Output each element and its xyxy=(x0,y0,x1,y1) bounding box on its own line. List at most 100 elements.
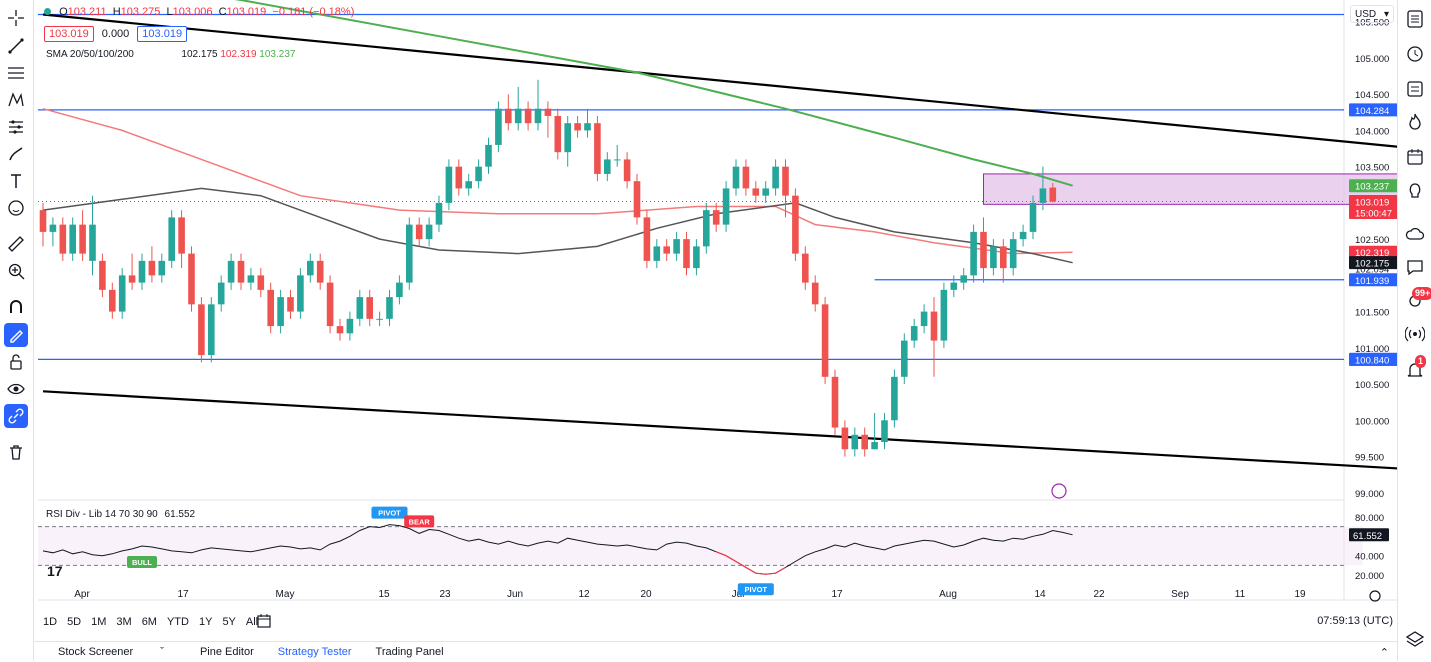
range-ytd-button[interactable]: YTD xyxy=(162,616,194,628)
layers-icon[interactable] xyxy=(1403,627,1427,651)
rsi-value: 61.552 xyxy=(165,509,196,520)
tab-strategy-tester[interactable]: Strategy Tester xyxy=(266,646,364,658)
ideas-lightbulb-icon[interactable] xyxy=(1403,179,1427,203)
candle-body xyxy=(564,123,571,152)
open-value: 103.211 xyxy=(68,6,107,18)
currency-label: USD xyxy=(1355,9,1376,20)
emoji-tool-icon[interactable] xyxy=(4,196,28,220)
range-1m-button[interactable]: 1M xyxy=(86,616,111,628)
candle-body xyxy=(871,442,878,449)
calendar-icon[interactable] xyxy=(1403,145,1427,169)
tab-trading-panel[interactable]: Trading Panel xyxy=(364,646,456,658)
cloud-icon[interactable] xyxy=(1403,222,1427,246)
link-icon[interactable] xyxy=(4,404,28,428)
rsi-marker-label: BULL xyxy=(132,558,152,567)
candle-body xyxy=(396,283,403,297)
candle-body xyxy=(357,297,364,319)
rsi-legend[interactable]: RSI Div - Lib 14 70 30 90 61.552 xyxy=(46,509,195,520)
candle-body xyxy=(317,261,324,283)
range-1d-button[interactable]: 1D xyxy=(38,616,62,628)
sell-price-button[interactable]: 103.019 xyxy=(44,26,94,42)
high-label: H xyxy=(113,6,121,18)
forecast-tool-icon[interactable] xyxy=(4,115,28,139)
candle-body xyxy=(832,377,839,428)
alerts-badge: 1 xyxy=(1415,355,1426,368)
zoom-in-icon[interactable] xyxy=(4,259,28,283)
candle-body xyxy=(852,435,859,449)
candle-body xyxy=(228,261,235,283)
candle-body xyxy=(1020,232,1027,239)
currency-select[interactable]: USD ▾ xyxy=(1350,5,1394,23)
candle-body xyxy=(861,435,868,449)
magnet-icon[interactable] xyxy=(4,295,28,319)
eye-icon[interactable] xyxy=(4,377,28,401)
candle-body xyxy=(159,261,166,275)
candle-body xyxy=(881,420,888,442)
candle-body xyxy=(178,217,185,253)
chevron-up-icon[interactable]: ⌃ xyxy=(1372,646,1397,659)
chat-icon[interactable] xyxy=(1403,255,1427,279)
ruler-icon[interactable] xyxy=(4,232,28,256)
price-tick-label: 104.500 xyxy=(1355,90,1389,101)
candle-body xyxy=(327,283,334,326)
brush-tool-icon[interactable] xyxy=(4,142,28,166)
range-5y-button[interactable]: 5Y xyxy=(217,616,240,628)
candle-body xyxy=(515,109,522,123)
candle-body xyxy=(584,123,591,130)
range-1y-button[interactable]: 1Y xyxy=(194,616,217,628)
lock-icon[interactable] xyxy=(4,350,28,374)
candle-body xyxy=(218,283,225,305)
trendline-tool-icon[interactable] xyxy=(4,34,28,58)
close-label: C xyxy=(219,6,227,18)
candle-body xyxy=(525,109,532,123)
candle-body xyxy=(139,261,146,283)
text-tool-icon[interactable] xyxy=(4,169,28,193)
candle-body xyxy=(960,275,967,282)
candle-body xyxy=(1030,203,1037,232)
pattern-tool-icon[interactable] xyxy=(4,88,28,112)
candle-body xyxy=(812,283,819,305)
hotlist-flame-icon[interactable] xyxy=(1403,110,1427,134)
candle-body xyxy=(485,145,492,167)
data-window-icon[interactable] xyxy=(1403,76,1427,100)
trash-icon[interactable] xyxy=(4,440,28,464)
price-tick-label: 102.500 xyxy=(1355,235,1389,246)
buy-price-button[interactable]: 103.019 xyxy=(137,26,187,42)
candle-body xyxy=(545,109,552,116)
candle-body xyxy=(703,210,710,246)
sma-legend[interactable]: SMA 20/50/100/200 102.175 102.319 103.23… xyxy=(46,49,295,60)
candle-body xyxy=(50,225,57,232)
broadcast-icon[interactable] xyxy=(1403,322,1427,346)
rsi-marker-label: PIVOT xyxy=(745,585,768,594)
candle-body xyxy=(792,196,799,254)
rsi-value-label: 61.552 xyxy=(1353,531,1382,542)
candle-body xyxy=(426,225,433,239)
range-6m-button[interactable]: 6M xyxy=(137,616,162,628)
range-3m-button[interactable]: 3M xyxy=(111,616,136,628)
time-tick-label: 15 xyxy=(378,589,390,600)
price-tick-label: 99.000 xyxy=(1355,489,1384,500)
time-tick-label: 11 xyxy=(1235,589,1246,600)
candle-body xyxy=(535,109,542,123)
candle-body xyxy=(1000,246,1007,268)
tab-stock-screener[interactable]: Stock Screener ˇ xyxy=(34,646,188,658)
time-tick-label: Apr xyxy=(74,589,90,600)
tab-pine-editor[interactable]: Pine Editor xyxy=(188,646,266,658)
clock[interactable]: 07:59:13 (UTC) xyxy=(1317,615,1393,627)
stay-in-drawing-mode-icon[interactable] xyxy=(4,323,28,347)
candle-body xyxy=(406,225,413,283)
candle-body xyxy=(60,225,67,254)
candle-body xyxy=(743,167,750,189)
candle-body xyxy=(713,210,720,224)
watchlist-icon[interactable] xyxy=(1403,7,1427,31)
channel-trendline xyxy=(43,14,1431,188)
rsi-tick-label: 20.000 xyxy=(1355,571,1384,582)
range-5d-button[interactable]: 5D xyxy=(62,616,86,628)
flash-icon xyxy=(1052,484,1066,498)
alarm-clock-icon[interactable] xyxy=(1403,41,1427,65)
goto-date-icon[interactable] xyxy=(256,613,272,629)
channel-trendline xyxy=(43,391,1431,492)
crosshair-icon[interactable] xyxy=(4,6,28,30)
fib-tool-icon[interactable] xyxy=(4,61,28,85)
